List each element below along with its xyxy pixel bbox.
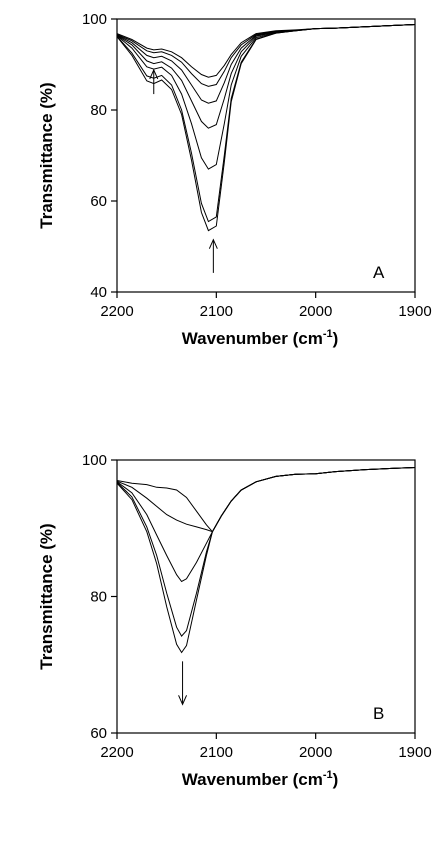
panel-a: 2200 2100 2000 1900 40 60 80 100 A Transmittanc… xyxy=(37,11,432,348)
x-axis-title-superscript: -1 xyxy=(323,328,333,340)
x-tick-label: 2200 xyxy=(100,744,133,761)
y-tick-label: 80 xyxy=(90,102,107,119)
axis-ticks-group: 2200 2100 2000 1900 40 60 80 100 xyxy=(82,11,432,320)
x-axis-title: Wavenumber (cm-1) xyxy=(182,769,339,789)
panel-b: 2200 2100 2000 1900 60 80 100 B Transmittance … xyxy=(37,452,432,789)
x-axis-title-superscript: -1 xyxy=(323,769,333,781)
y-axis-title: Transmittance (%) xyxy=(37,82,56,228)
panel-label: A xyxy=(373,263,385,282)
y-tick-label: 100 xyxy=(82,11,107,28)
arrow-head xyxy=(149,68,159,80)
y-axis-title: Transmittance (%) xyxy=(37,523,56,669)
x-axis-title-end: ) xyxy=(333,770,339,789)
spectrum-series-4 xyxy=(116,24,416,129)
spectrum-series-5 xyxy=(116,467,416,654)
y-tick-label: 80 xyxy=(90,589,107,606)
panel-label: B xyxy=(373,704,384,723)
x-tick-label: 1900 xyxy=(398,303,431,320)
x-tick-label: 2000 xyxy=(299,744,332,761)
y-tick-label: 60 xyxy=(90,725,107,742)
spectra-series-group xyxy=(116,467,416,654)
arrow-group xyxy=(178,661,188,706)
arrow-group xyxy=(149,68,218,273)
x-axis-title-end: ) xyxy=(333,329,339,348)
plot-area-frame xyxy=(116,459,416,734)
arrow-head xyxy=(208,238,218,249)
arrow-head xyxy=(178,695,188,706)
spectrum-series-3 xyxy=(116,467,416,583)
x-tick-label: 2000 xyxy=(299,303,332,320)
spectrum-series-1 xyxy=(116,467,416,533)
plot-area-frame xyxy=(116,18,416,293)
spectrum-series-6 xyxy=(116,24,416,223)
x-tick-label: 1900 xyxy=(398,744,431,761)
spectrum-series-4 xyxy=(116,467,416,637)
y-tick-label: 60 xyxy=(90,193,107,210)
y-tick-label: 100 xyxy=(82,452,107,469)
x-tick-label: 2200 xyxy=(100,303,133,320)
spectrum-series-2 xyxy=(116,467,416,533)
spectrum-series-7 xyxy=(116,24,416,232)
spectra-series-group xyxy=(116,24,416,232)
spectrum-series-5 xyxy=(116,24,416,170)
x-tick-label: 2100 xyxy=(200,744,233,761)
x-axis-title-main: Wavenumber (cm xyxy=(182,770,323,789)
x-tick-label: 2100 xyxy=(200,303,233,320)
y-tick-label: 40 xyxy=(90,284,107,301)
axis-ticks-group: 2200 2100 2000 1900 60 80 100 xyxy=(82,452,432,761)
x-axis-title-main: Wavenumber (cm xyxy=(182,329,323,348)
x-axis-title: Wavenumber (cm-1) xyxy=(182,328,339,348)
